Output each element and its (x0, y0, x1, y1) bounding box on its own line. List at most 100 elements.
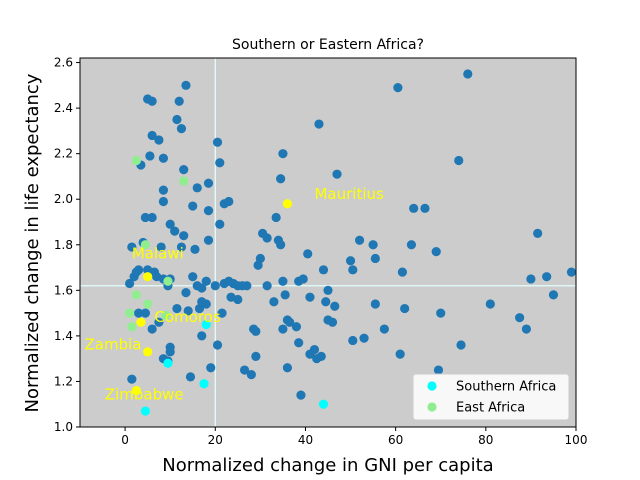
data-point (359, 333, 369, 343)
annotation-label: Zimbabwe (105, 386, 184, 404)
legend: Southern Africa East Africa (412, 373, 570, 421)
annotations: Mauritius Malawi Comoros Zambia Zimbabwe (85, 185, 384, 403)
southern-africa-point (163, 358, 173, 368)
x-axis-label: Normalized change in GNI per capita (162, 455, 493, 476)
data-point (134, 265, 144, 275)
east-africa-point (125, 308, 135, 318)
data-point (154, 317, 164, 327)
data-point (145, 151, 155, 161)
data-point (188, 201, 198, 211)
data-point (420, 203, 430, 213)
y-tick-label: 1.6 (54, 283, 73, 297)
data-point (262, 281, 272, 291)
legend-label: Southern Africa (456, 380, 556, 395)
data-point (262, 233, 272, 243)
data-point (269, 297, 279, 307)
data-point (291, 322, 302, 332)
data-point (127, 374, 137, 384)
data-point (323, 285, 333, 295)
legend-marker (427, 381, 437, 391)
east-africa-point (143, 299, 153, 309)
data-point (201, 299, 211, 309)
southern-africa-point (318, 399, 329, 409)
east-africa-point (161, 310, 171, 320)
data-point (305, 292, 315, 302)
data-point (393, 83, 403, 93)
x-tick-label: 60 (388, 433, 403, 447)
data-point (456, 340, 466, 350)
data-point (165, 347, 175, 357)
data-point (127, 242, 137, 252)
data-point (548, 290, 559, 300)
data-point (147, 96, 157, 106)
data-point (348, 265, 358, 275)
data-point (183, 306, 193, 316)
data-point (224, 196, 234, 207)
data-point (185, 372, 196, 382)
data-point (217, 308, 227, 318)
data-point (515, 313, 525, 323)
data-point (533, 228, 543, 238)
annotation-label: Comoros (154, 308, 220, 326)
data-point (206, 363, 216, 373)
chart-title: Southern or Eastern Africa? (232, 37, 424, 53)
highlighted-point (143, 347, 153, 357)
y-tick-label: 1.0 (54, 420, 73, 434)
data-point (345, 256, 356, 266)
data-point (526, 274, 536, 284)
southern-africa-point (201, 319, 211, 330)
data-point (303, 249, 313, 259)
annotation-label: Mauritius (314, 185, 384, 203)
data-point (406, 240, 417, 250)
data-point (433, 365, 444, 375)
data-point (309, 344, 320, 355)
data-point (542, 272, 552, 282)
data-point (172, 303, 182, 314)
data-point (314, 119, 324, 129)
data-point (201, 276, 211, 286)
data-point (215, 158, 225, 168)
highlighted-point (143, 272, 153, 282)
data-point (181, 80, 191, 90)
data-point (454, 155, 464, 166)
data-point (379, 324, 389, 334)
data-point (251, 326, 261, 336)
highlighted-point (131, 385, 141, 396)
legend-box (412, 373, 570, 421)
y-axis-label: Normalized change in life expectancy (22, 73, 43, 412)
data-point (242, 281, 252, 291)
data-point (134, 308, 144, 318)
data-point (271, 212, 281, 223)
annotation-label: Zambia (85, 336, 142, 354)
data-point (154, 135, 164, 145)
data-point (147, 212, 157, 223)
data-point (332, 169, 342, 179)
data-point (354, 235, 365, 245)
x-tick-label: 20 (208, 433, 223, 447)
data-point (190, 244, 200, 254)
data-point (348, 335, 358, 346)
data-point (158, 153, 169, 163)
data-point (197, 331, 207, 341)
plot-area (80, 58, 576, 427)
data-point (255, 253, 265, 264)
data-point (280, 290, 290, 300)
data-point (397, 267, 407, 277)
legend-marker (427, 402, 437, 412)
data-point (282, 363, 293, 373)
data-point (215, 219, 225, 229)
x-tick-label: 40 (298, 433, 313, 447)
data-point (181, 288, 191, 298)
southern-africa-point (140, 406, 150, 416)
east-africa-point (163, 276, 173, 286)
east-africa-point (179, 176, 189, 186)
data-point (294, 338, 304, 348)
data-point (147, 324, 157, 334)
data-point (278, 324, 288, 334)
data-point (370, 253, 380, 264)
data-point (395, 349, 405, 359)
data-point (212, 137, 223, 147)
y-tick-label: 2.6 (54, 56, 73, 70)
east-africa-point (131, 155, 141, 166)
legend-label: East Africa (456, 401, 525, 416)
